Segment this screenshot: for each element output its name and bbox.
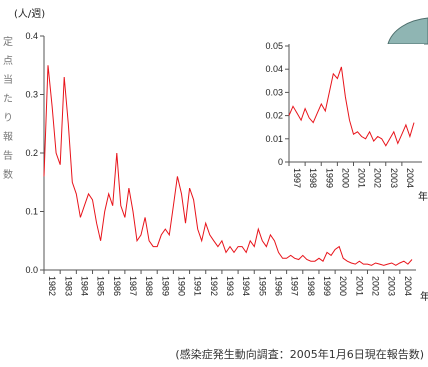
- x-tick-label: 1998: [306, 276, 316, 296]
- main-series-line: [43, 65, 413, 266]
- main-chart: (人/週) 0.00.10.20.30.4 1982 1983 1984 1985 19…: [14, 8, 428, 303]
- x-tick-label: 1992: [209, 276, 219, 296]
- x-tick-label: 1998: [308, 168, 318, 188]
- main-x-suffix: 年: [420, 290, 428, 303]
- x-tick-label: 1997: [292, 168, 302, 188]
- x-tick-label: 1997: [290, 276, 300, 296]
- inset-chart: 0 0.01 0.02 0.03 0.04 0.05 1997 1998 1999 2000 20…: [265, 41, 428, 203]
- y-tick-label: 0: [278, 157, 283, 167]
- main-y-ticks: 0.0 0.1 0.2 0.3 0.4: [25, 31, 44, 275]
- y-tick-label: 0.03: [265, 87, 283, 97]
- x-tick-label: 2004: [403, 276, 413, 296]
- y-tick-label: 0.1: [25, 207, 38, 217]
- x-tick-label: 1993: [225, 276, 235, 296]
- x-tick-label: 1988: [144, 276, 154, 296]
- y-tick-label: 0.01: [265, 134, 283, 144]
- y-tick-label: 0.4: [25, 31, 38, 41]
- x-tick-label: 1989: [160, 276, 170, 296]
- inset-y-ticks: 0 0.01 0.02 0.03 0.04 0.05: [265, 41, 289, 167]
- x-tick-label: 2003: [389, 168, 399, 188]
- x-tick-label: 1983: [63, 276, 73, 296]
- x-tick-label: 2000: [338, 276, 348, 296]
- main-x-ticks: 1982 1983 1984 1985 1986 1987 1988 1989 1990 1991…: [43, 270, 413, 296]
- x-tick-label: 1999: [324, 168, 334, 188]
- inset-x-ticks: 1997 1998 1999 2000 2001 2002 2003 2004: [288, 162, 415, 188]
- main-y-unit-label: (人/週): [14, 8, 45, 20]
- x-tick-label: 1990: [176, 276, 186, 296]
- x-tick-label: 1986: [112, 276, 122, 296]
- x-tick-label: 1984: [79, 276, 89, 296]
- inset-x-suffix: 年: [418, 190, 428, 203]
- x-tick-label: 2000: [340, 168, 350, 188]
- x-tick-label: 2004: [405, 168, 415, 188]
- y-tick-label: 0.02: [265, 111, 283, 121]
- x-tick-label: 2002: [373, 168, 383, 188]
- x-tick-label: 1999: [322, 276, 332, 296]
- x-tick-label: 2002: [371, 276, 381, 296]
- x-tick-label: 1982: [47, 276, 57, 296]
- inset-background: [282, 44, 424, 164]
- y-tick-label: 0.2: [25, 148, 38, 158]
- y-tick-label: 0.04: [265, 64, 283, 74]
- x-tick-label: 2001: [354, 276, 364, 296]
- x-tick-label: 1996: [274, 276, 284, 296]
- y-axis-vertical-caption: 定点当たり報告数: [1, 35, 13, 188]
- inset-series-line: [288, 66, 415, 147]
- x-tick-label: 2003: [387, 276, 397, 296]
- y-tick-label: 0.05: [265, 41, 283, 51]
- x-tick-label: 2001: [357, 168, 367, 188]
- x-tick-label: 1991: [193, 276, 203, 296]
- x-tick-label: 1995: [257, 276, 267, 296]
- corner-decoration: [387, 17, 428, 45]
- x-tick-label: 1985: [96, 276, 106, 296]
- y-tick-label: 0.0: [25, 265, 38, 275]
- y-tick-label: 0.3: [25, 90, 38, 100]
- x-tick-label: 1987: [128, 276, 138, 296]
- x-tick-label: 1994: [241, 276, 251, 296]
- source-note: (感染症発生動向調査：2005年1月6日現在報告数): [175, 347, 424, 361]
